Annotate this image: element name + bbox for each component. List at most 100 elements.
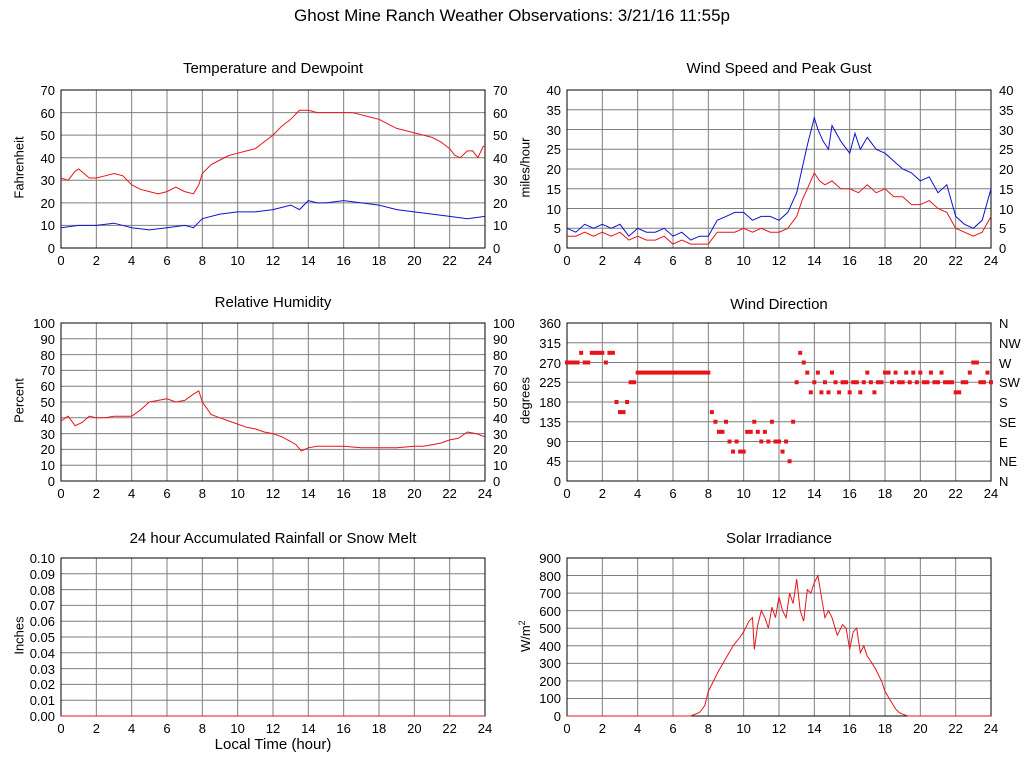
x-tick-label: 6	[669, 253, 677, 268]
x-tick-label: 10	[230, 486, 245, 501]
right-tick-label: W	[999, 355, 1012, 371]
data-point	[890, 380, 895, 385]
x-tick-label: 2	[598, 253, 606, 268]
data-point	[840, 380, 845, 385]
right-tick-label: 20	[493, 442, 508, 458]
x-tick-label: 2	[92, 486, 100, 501]
x-tick-label: 14	[301, 486, 316, 501]
y-tick-label: 10	[40, 458, 55, 474]
right-tick-label: 70	[493, 363, 508, 379]
data-point	[769, 419, 774, 424]
series-line	[60, 390, 486, 452]
y-axis-label-text: miles/hour	[517, 137, 533, 198]
data-point	[950, 380, 955, 385]
y-tick-label: 70	[40, 83, 55, 98]
x-tick-label: 10	[230, 253, 245, 268]
y-tick-label: 60	[40, 105, 55, 121]
x-tick-label: 12	[265, 486, 281, 501]
series-line	[567, 574, 991, 717]
data-point	[596, 350, 601, 355]
series-line	[60, 200, 486, 231]
y-axis-label: Fahrenheit	[12, 128, 27, 208]
data-point	[731, 449, 736, 454]
x-tick-label: 6	[163, 486, 171, 501]
data-point	[766, 439, 771, 444]
x-tick-label: 6	[163, 721, 171, 736]
y-tick-label: 0	[553, 241, 561, 256]
data-point	[875, 380, 880, 385]
right-tick-label: 10	[493, 218, 508, 234]
y-tick-label: 300	[539, 656, 561, 672]
data-point	[932, 380, 937, 385]
data-point	[653, 370, 658, 375]
data-point	[762, 429, 767, 434]
plot-frame	[566, 322, 992, 482]
data-point	[822, 380, 827, 385]
data-point	[830, 370, 834, 375]
y-tick-label: 20	[40, 195, 55, 211]
data-point	[847, 390, 852, 395]
y-tick-label: 30	[40, 426, 55, 442]
data-point	[883, 370, 887, 375]
y-tick-label: 0.00	[29, 709, 55, 724]
x-tick-label: 22	[948, 486, 963, 501]
right-tick-label: 40	[493, 410, 508, 426]
y-tick-label: 40	[40, 410, 55, 426]
chart-title: Wind Speed and Peak Gust	[686, 60, 872, 77]
x-tick-label: 8	[704, 253, 712, 268]
y-tick-label: 180	[539, 395, 561, 410]
y-tick-label: 70	[40, 363, 55, 379]
data-point	[787, 459, 792, 464]
data-point	[943, 380, 948, 385]
series-line	[566, 115, 992, 241]
data-point	[918, 370, 923, 375]
y-axis-label: degrees	[518, 361, 533, 441]
plot-frame	[566, 89, 992, 249]
right-tick-label: NW	[999, 335, 1021, 351]
x-axis-label: Local Time (hour)	[214, 736, 332, 753]
x-tick-label: 22	[442, 486, 457, 501]
data-point	[709, 410, 714, 415]
page-title: Ghost Mine Ranch Weather Observations: 3…	[294, 6, 730, 25]
data-point	[773, 439, 778, 444]
y-tick-label: 0.07	[29, 598, 55, 614]
data-point	[759, 439, 764, 444]
chart-title: Solar Irradiance	[726, 530, 832, 547]
right-tick-label: 15	[999, 181, 1014, 197]
data-point	[953, 390, 958, 395]
y-axis-label-text: degrees	[517, 377, 533, 424]
data-point	[738, 449, 743, 454]
chart-title: 24 hour Accumulated Rainfall or Snow Mel…	[129, 530, 417, 547]
data-point	[844, 380, 849, 385]
data-point	[851, 380, 856, 385]
y-tick-label: 0	[47, 474, 55, 489]
y-tick-label: 80	[40, 347, 55, 363]
data-point	[610, 350, 615, 355]
data-point	[748, 429, 753, 434]
y-axis-label: W/m2	[517, 596, 533, 676]
data-point	[632, 380, 637, 385]
data-point	[565, 360, 569, 365]
data-point	[706, 370, 711, 375]
x-tick-label: 20	[407, 486, 422, 501]
y-axis-label-superscript: 2	[516, 620, 527, 626]
y-tick-label: 15	[546, 181, 561, 197]
x-tick-label: 4	[634, 486, 642, 501]
data-point	[635, 370, 640, 375]
y-tick-label: 20	[40, 442, 55, 458]
y-axis-label: miles/hour	[518, 128, 533, 208]
data-point	[946, 380, 951, 385]
data-point	[667, 370, 672, 375]
data-point	[614, 400, 619, 404]
data-point	[812, 380, 817, 385]
data-point	[904, 370, 909, 375]
x-tick-label: 12	[265, 721, 281, 736]
x-tick-label: 18	[877, 721, 893, 736]
data-point	[784, 439, 789, 444]
data-point	[897, 380, 902, 385]
x-tick-label: 20	[913, 486, 928, 501]
data-point	[978, 380, 983, 385]
right-tick-label: S	[999, 395, 1008, 410]
data-point	[582, 360, 587, 365]
